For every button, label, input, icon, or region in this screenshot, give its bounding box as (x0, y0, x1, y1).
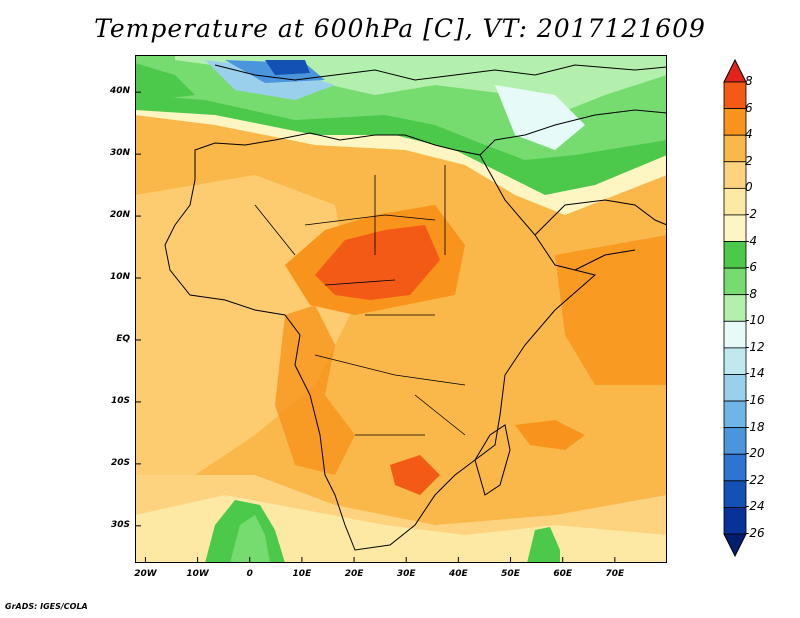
europe-coast (214, 64, 667, 81)
colorbar-swatch (723, 294, 747, 322)
lat-label: 20S (110, 457, 130, 468)
colorbar-label: 2 (745, 153, 753, 168)
axis-ticks (135, 91, 616, 563)
colorbar-label: -4 (745, 233, 757, 248)
colorbar-swatch (723, 427, 747, 455)
colorbar-label: -18 (745, 419, 765, 434)
lon-label: 50E (501, 569, 520, 579)
colorbar-label: -12 (745, 339, 765, 354)
colorbar-bottom-arrow (723, 533, 747, 558)
colorbar-label: -20 (745, 446, 765, 461)
madagascar (474, 424, 511, 496)
lat-label: EQ (116, 333, 130, 344)
lat-label: 30S (110, 519, 130, 530)
map-border (135, 55, 667, 563)
arabia-south-coast (574, 249, 636, 271)
colorbar-swatch (723, 347, 747, 375)
lon-label: 10E (292, 569, 312, 579)
colorbar-swatch (723, 453, 747, 482)
colorbar-swatch (723, 214, 747, 242)
coastlines (164, 64, 667, 551)
colorbar-label: -2 (745, 206, 757, 221)
map-panel (135, 55, 667, 563)
field-patch-central-4c (275, 305, 355, 475)
colorbar-label: -16 (745, 393, 765, 408)
colorbar-top-arrow (723, 58, 747, 83)
africa-coastline (164, 132, 597, 551)
field-patch-south-atlantic-minus8 (230, 515, 270, 563)
country-borders (254, 165, 466, 436)
field-patch-indian-minus6 (527, 527, 560, 563)
colorbar-label: -22 (745, 472, 765, 487)
colorbar-label: -8 (745, 286, 757, 301)
field-patch-6c (315, 225, 440, 300)
colorbar-label: 8 (745, 74, 753, 88)
lon-label: 30E (396, 569, 416, 579)
field-patch-atlantic-minus6 (135, 63, 195, 100)
field-patch-minus12 (495, 85, 585, 150)
colorbar-label: 4 (745, 127, 753, 142)
colorbar-swatch (723, 134, 747, 163)
lat-label: 40N (109, 86, 130, 97)
colorbar-swatch (723, 480, 747, 508)
lon-label: 40E (449, 569, 468, 579)
colorbar-label: 6 (745, 100, 753, 115)
colorbar-swatches (723, 58, 747, 558)
lon-label: 20W (134, 569, 157, 579)
lat-label: 20N (109, 210, 130, 221)
colorbar-swatch (723, 267, 747, 296)
colorbar-swatch (723, 320, 747, 349)
colorbar-swatch (723, 161, 747, 189)
lat-label: 30N (109, 148, 130, 159)
field-patch-southafrica-6c (390, 455, 440, 495)
map-title: Temperature at 600hPa [C], VT: 201712160… (94, 14, 706, 43)
colorbar-label: -24 (745, 499, 765, 514)
colorbar-label: -26 (745, 526, 765, 540)
field-patch-minus22 (265, 60, 310, 75)
lat-label: 10S (110, 395, 130, 406)
colorbar-swatch (723, 241, 747, 269)
colorbar-swatch (723, 400, 747, 429)
lon-label: 0 (246, 569, 253, 579)
colorbar-label: -14 (745, 366, 765, 381)
lon-label: 10W (186, 569, 209, 579)
lon-label: 20E (344, 569, 364, 579)
field-patch-moz-4c (515, 420, 585, 450)
middle-east-coast (479, 109, 667, 156)
lon-label: 70E (605, 569, 625, 579)
colorbar-swatch (723, 108, 747, 136)
credit-text: GrADS: IGES/COLA (5, 602, 88, 611)
colorbar-swatch (723, 507, 747, 535)
arabian-coast (534, 199, 667, 236)
colorbar-swatch (723, 81, 747, 109)
lon-label: 60E (553, 569, 573, 579)
colorbar-label: 0 (745, 180, 753, 195)
colorbar-swatch (723, 187, 747, 216)
lat-label: 10N (109, 272, 130, 283)
colorbar-label: -6 (745, 260, 757, 275)
colorbar-swatch (723, 374, 747, 402)
colorbar-label: -10 (745, 313, 765, 328)
